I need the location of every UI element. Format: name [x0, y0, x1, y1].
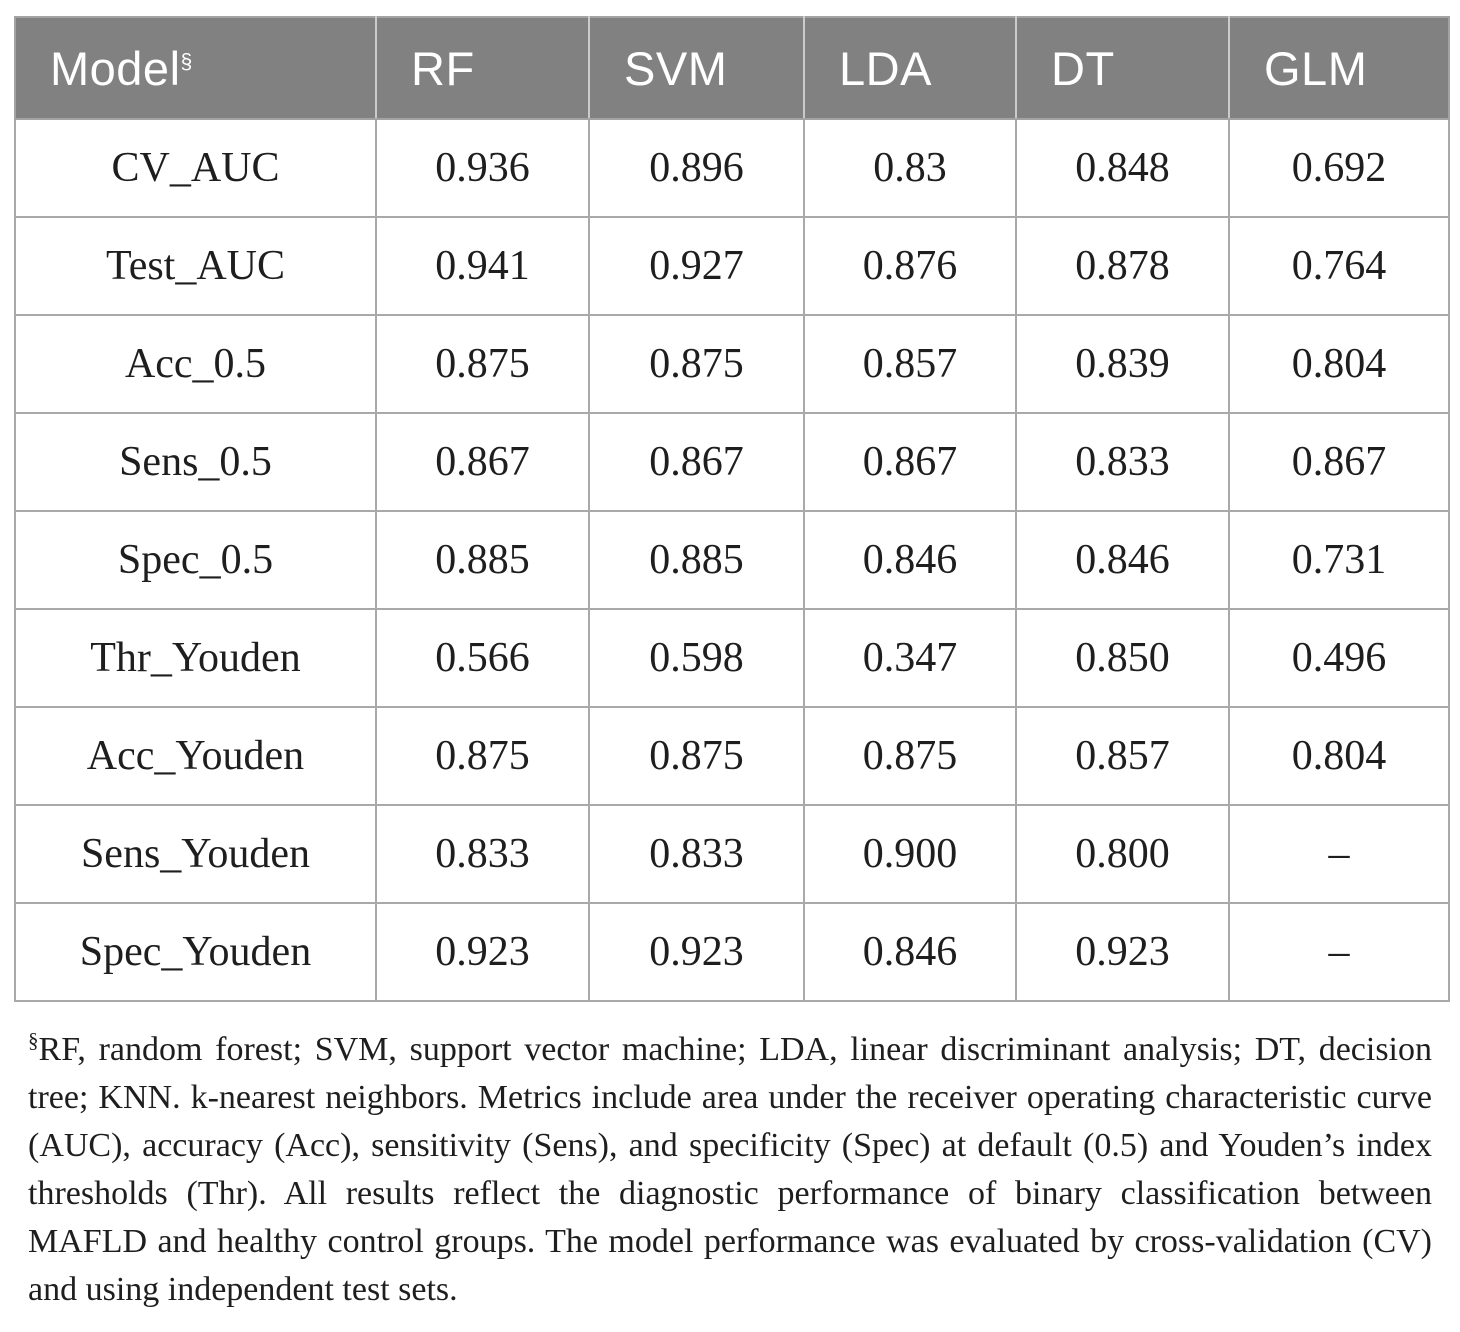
cell-value: 0.923 — [588, 902, 805, 1002]
cell-value: 0.885 — [375, 510, 590, 610]
cell-value: 0.875 — [588, 706, 805, 806]
cell-value: 0.833 — [375, 804, 590, 904]
cell-value: 0.923 — [375, 902, 590, 1002]
cell-value: 0.347 — [803, 608, 1017, 708]
table-body: CV_AUC 0.936 0.896 0.83 0.848 0.692 Test… — [14, 118, 1450, 1002]
col-header-dt: DT — [1015, 17, 1229, 120]
cell-value: 0.896 — [588, 118, 805, 218]
cell-value: 0.566 — [375, 608, 590, 708]
cell-value: 0.804 — [1228, 314, 1450, 414]
cell-value: 0.857 — [803, 314, 1017, 414]
cell-value: 0.692 — [1228, 118, 1450, 218]
cell-value: 0.941 — [375, 216, 590, 316]
col-header-rf: RF — [375, 17, 589, 120]
cell-value: 0.875 — [375, 706, 590, 806]
cell-value: 0.804 — [1228, 706, 1450, 806]
cell-value: 0.900 — [803, 804, 1017, 904]
cell-value: 0.833 — [1015, 412, 1230, 512]
cell-value: 0.927 — [588, 216, 805, 316]
cell-value: 0.867 — [588, 412, 805, 512]
col-header-model-label: Model — [50, 41, 181, 95]
table-row: Acc_Youden 0.875 0.875 0.875 0.857 0.804 — [14, 706, 1450, 806]
cell-value: 0.867 — [803, 412, 1017, 512]
col-header-glm: GLM — [1228, 17, 1449, 120]
row-label: Acc_Youden — [14, 706, 377, 806]
table-row: Sens_0.5 0.867 0.867 0.867 0.833 0.867 — [14, 412, 1450, 512]
footnote: §RF, random forest; SVM, support vector … — [28, 1026, 1432, 1314]
cell-value: 0.876 — [803, 216, 1017, 316]
cell-value: 0.850 — [1015, 608, 1230, 708]
table-row: Acc_0.5 0.875 0.875 0.857 0.839 0.804 — [14, 314, 1450, 414]
cell-value: 0.875 — [375, 314, 590, 414]
col-header-model-marker: § — [180, 49, 193, 73]
cell-value: 0.833 — [588, 804, 805, 904]
row-label: Spec_0.5 — [14, 510, 377, 610]
row-label: Thr_Youden — [14, 608, 377, 708]
row-label: Sens_Youden — [14, 804, 377, 904]
cell-value: – — [1228, 902, 1450, 1002]
model-performance-table: Model§ RF SVM LDA DT GLM CV_AUC 0.936 0.… — [14, 16, 1450, 1002]
table-row: Sens_Youden 0.833 0.833 0.900 0.800 – — [14, 804, 1450, 904]
col-header-model: Model§ — [15, 17, 376, 120]
col-header-svm: SVM — [588, 17, 804, 120]
cell-value: – — [1228, 804, 1450, 904]
table-row: Test_AUC 0.941 0.927 0.876 0.878 0.764 — [14, 216, 1450, 316]
cell-value: 0.846 — [1015, 510, 1230, 610]
row-label: Test_AUC — [14, 216, 377, 316]
cell-value: 0.923 — [1015, 902, 1230, 1002]
cell-value: 0.83 — [803, 118, 1017, 218]
row-label: Spec_Youden — [14, 902, 377, 1002]
footnote-marker: § — [28, 1028, 39, 1053]
table-row: CV_AUC 0.936 0.896 0.83 0.848 0.692 — [14, 118, 1450, 218]
row-label: CV_AUC — [14, 118, 377, 218]
cell-value: 0.885 — [588, 510, 805, 610]
row-label: Sens_0.5 — [14, 412, 377, 512]
cell-value: 0.875 — [803, 706, 1017, 806]
cell-value: 0.848 — [1015, 118, 1230, 218]
cell-value: 0.731 — [1228, 510, 1450, 610]
cell-value: 0.496 — [1228, 608, 1450, 708]
table-row: Thr_Youden 0.566 0.598 0.347 0.850 0.496 — [14, 608, 1450, 708]
cell-value: 0.936 — [375, 118, 590, 218]
cell-value: 0.764 — [1228, 216, 1450, 316]
cell-value: 0.867 — [1228, 412, 1450, 512]
table-row: Spec_Youden 0.923 0.923 0.846 0.923 – — [14, 902, 1450, 1002]
cell-value: 0.800 — [1015, 804, 1230, 904]
cell-value: 0.839 — [1015, 314, 1230, 414]
footnote-text: RF, random forest; SVM, support vector m… — [28, 1031, 1432, 1308]
col-header-lda: LDA — [803, 17, 1016, 120]
row-label: Acc_0.5 — [14, 314, 377, 414]
cell-value: 0.598 — [588, 608, 805, 708]
cell-value: 0.867 — [375, 412, 590, 512]
cell-value: 0.875 — [588, 314, 805, 414]
table-row: Spec_0.5 0.885 0.885 0.846 0.846 0.731 — [14, 510, 1450, 610]
cell-value: 0.857 — [1015, 706, 1230, 806]
header-row: Model§ RF SVM LDA DT GLM — [15, 17, 1449, 120]
cell-value: 0.846 — [803, 902, 1017, 1002]
cell-value: 0.878 — [1015, 216, 1230, 316]
table-header: Model§ RF SVM LDA DT GLM — [15, 17, 1449, 120]
cell-value: 0.846 — [803, 510, 1017, 610]
